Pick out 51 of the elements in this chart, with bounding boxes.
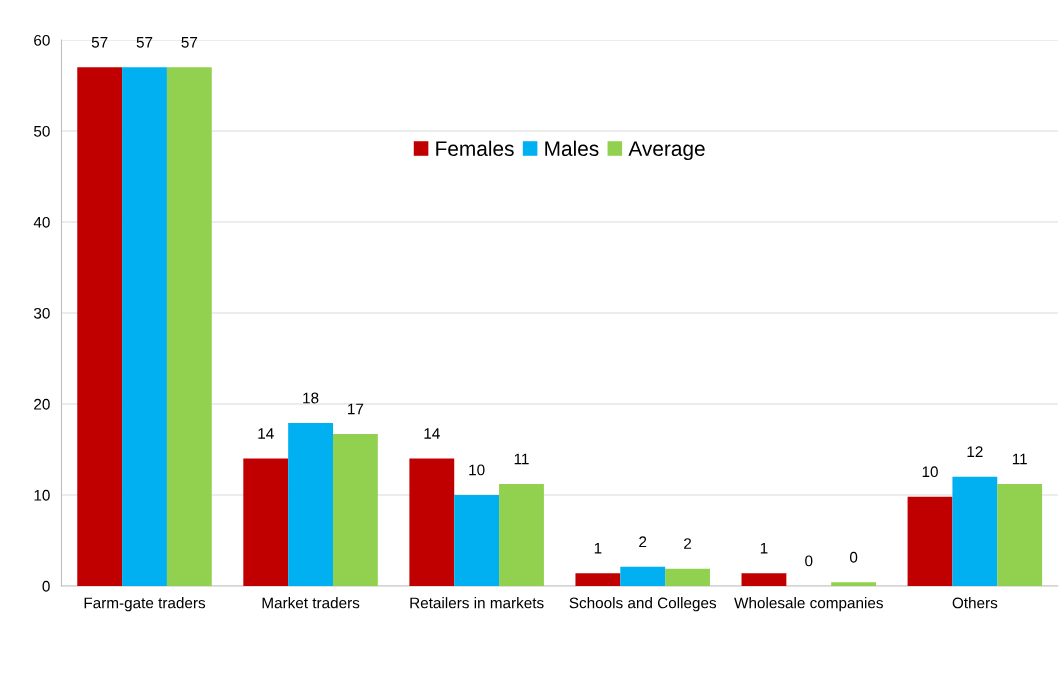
bar: [288, 423, 333, 586]
y-tick-label: 40: [33, 216, 50, 228]
data-label: 10: [469, 464, 485, 476]
bar: [243, 458, 289, 586]
bar: [997, 484, 1043, 586]
bar: [333, 434, 378, 586]
data-label: 57: [136, 37, 153, 48]
data-label: 0: [805, 555, 813, 567]
y-tick-label: 10: [34, 489, 50, 501]
data-label: 0: [849, 551, 858, 563]
data-label: 14: [424, 428, 440, 439]
bar: [952, 476, 998, 586]
legend-label: Females: [436, 140, 514, 156]
data-label: 14: [258, 428, 274, 439]
y-tick-label: 0: [42, 580, 50, 592]
bar: [499, 484, 544, 586]
data-label: 1: [594, 542, 602, 554]
data-label: 11: [1012, 453, 1027, 465]
bar: [907, 496, 953, 586]
data-label: 2: [684, 538, 692, 549]
x-tick-label: Others: [952, 597, 998, 609]
y-tick-label: 20: [34, 398, 50, 410]
bar: [831, 582, 877, 586]
x-tick-label: Market traders: [262, 597, 360, 609]
bar: [77, 67, 123, 586]
y-tick-label: 60: [34, 34, 50, 46]
x-tick-label: Wholesale companies: [734, 597, 883, 612]
legend-label: Average: [628, 141, 705, 161]
y-tick-label: 30: [33, 307, 50, 319]
data-label: 11: [514, 453, 529, 465]
bar: [575, 573, 621, 586]
data-label: 12: [967, 446, 983, 457]
bar: [409, 458, 455, 586]
bar: [122, 67, 167, 586]
data-label: 1: [760, 542, 768, 554]
bar: [665, 568, 710, 586]
data-label: 57: [91, 37, 108, 48]
data-label: 57: [181, 37, 198, 48]
data-label: 17: [348, 403, 364, 415]
data-label: 10: [922, 466, 938, 478]
y-tick-label: 50: [33, 125, 50, 137]
bar: [166, 67, 212, 586]
bar: [620, 566, 666, 586]
x-tick-label: Schools and Colleges: [569, 597, 717, 612]
data-label: 18: [303, 392, 319, 404]
x-tick-label: Farm-gate traders: [84, 597, 206, 612]
x-tick-label: Retailers in markets: [410, 597, 544, 609]
bar: [454, 494, 500, 586]
legend-label: Males: [545, 140, 599, 156]
data-label: 2: [639, 536, 647, 548]
bar: [741, 573, 787, 586]
